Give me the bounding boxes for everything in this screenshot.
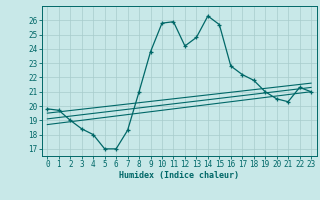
X-axis label: Humidex (Indice chaleur): Humidex (Indice chaleur) [119,171,239,180]
